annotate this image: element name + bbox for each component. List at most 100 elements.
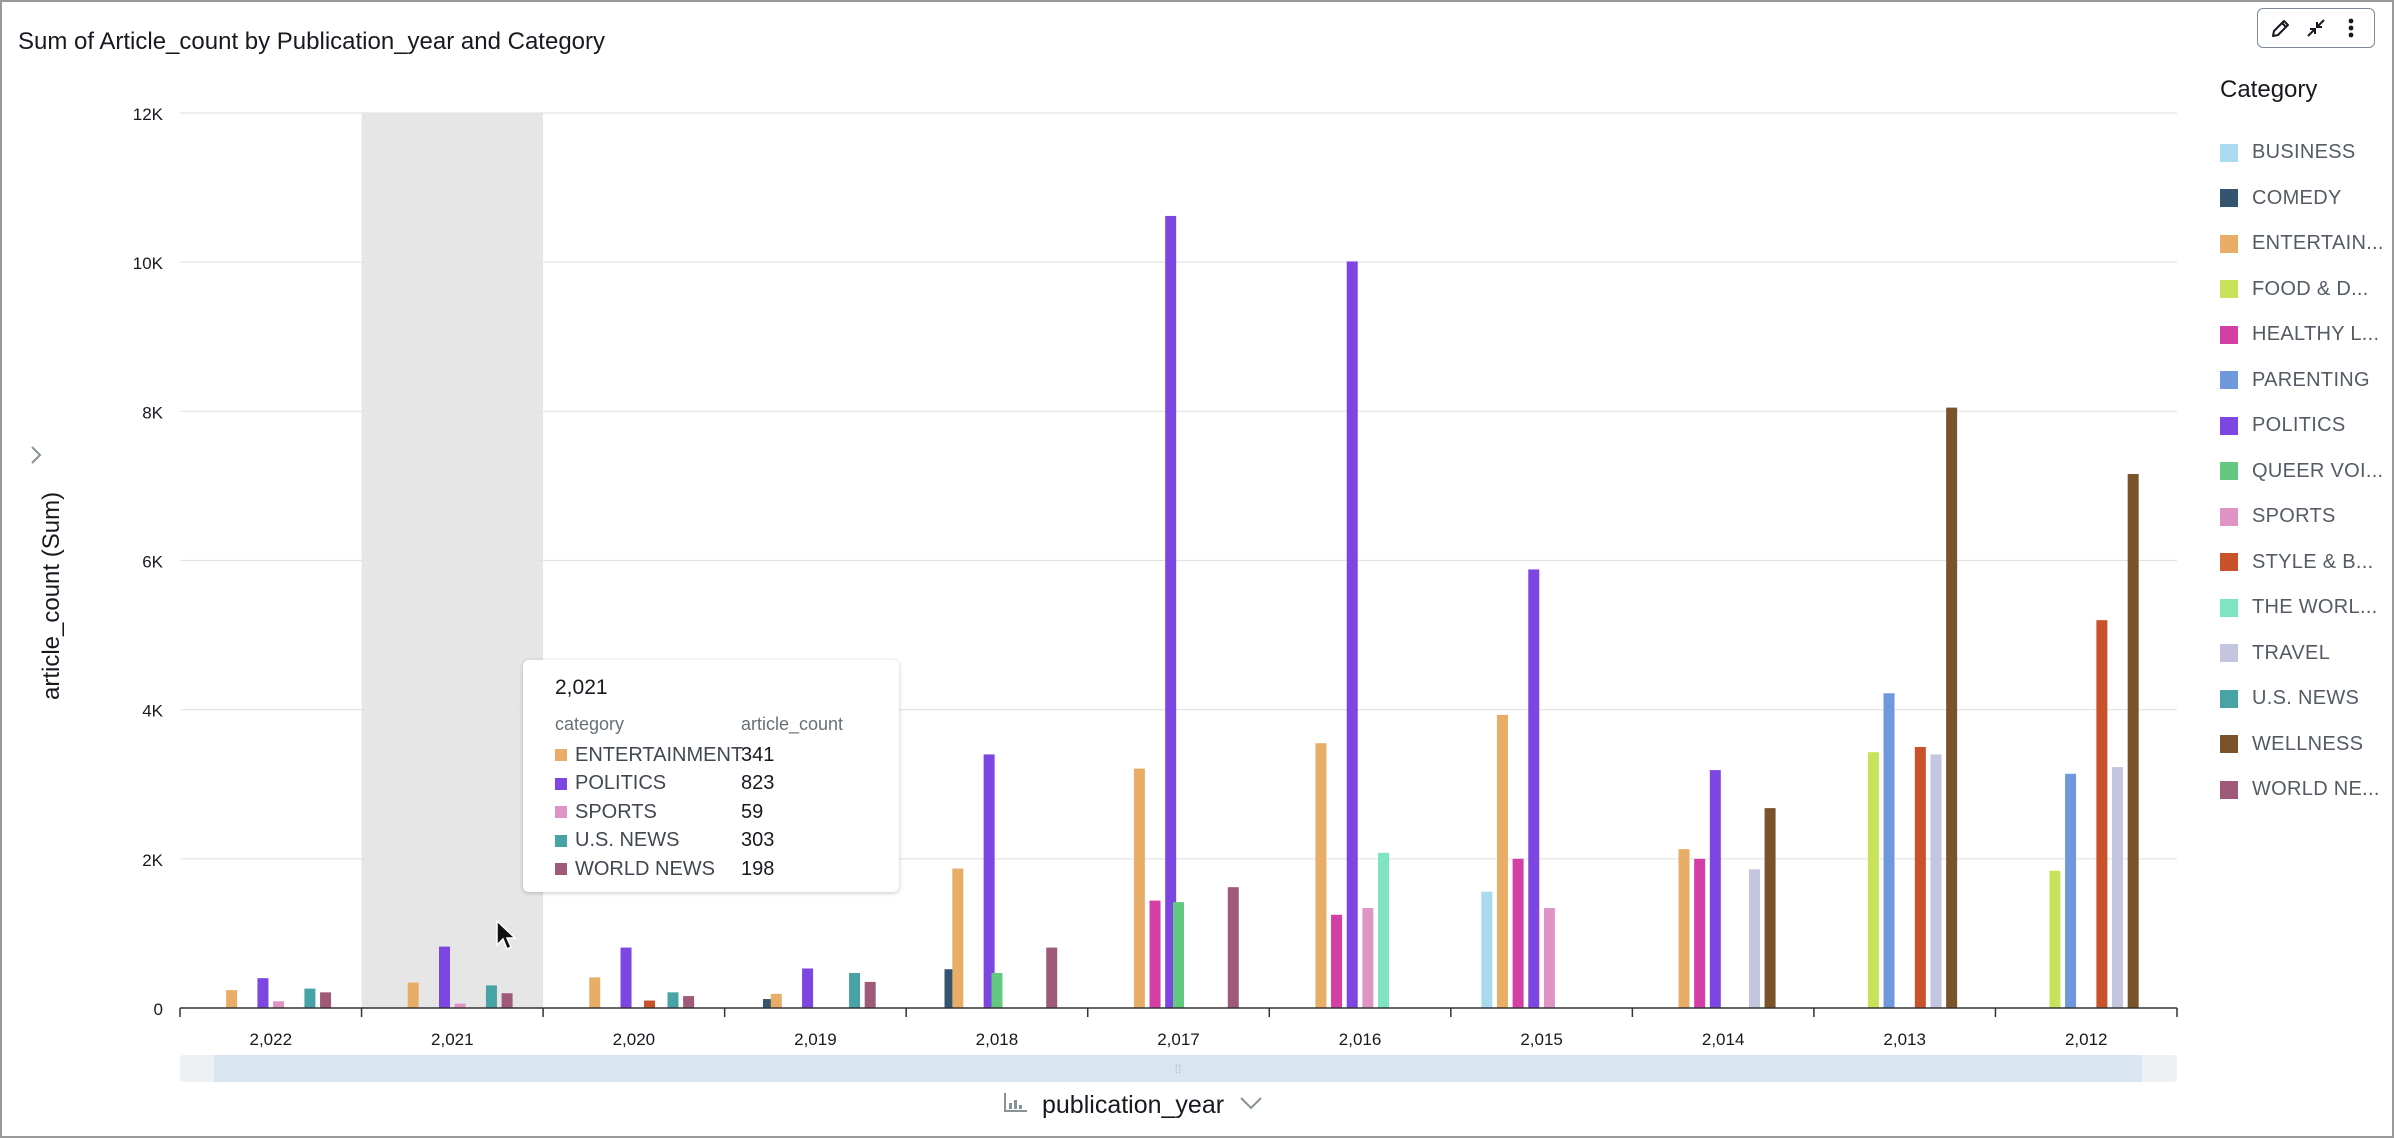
bar[interactable] (1528, 569, 1540, 1008)
x-axis-title[interactable]: publication_year (1042, 1090, 1225, 1119)
edit-icon[interactable] (2266, 13, 2296, 43)
x-tick-label[interactable]: 2,020 (613, 1030, 656, 1049)
bar[interactable] (1512, 858, 1524, 1008)
horizontal-scrollbar[interactable]: ⁞⁞ (180, 1055, 2177, 1082)
bar[interactable] (589, 977, 601, 1008)
bar[interactable] (1764, 808, 1776, 1008)
bar[interactable] (991, 972, 1003, 1008)
bar[interactable] (802, 968, 814, 1008)
x-tick-label[interactable]: 2,021 (431, 1030, 474, 1049)
legend-item[interactable]: U.S. NEWS (2220, 676, 2390, 722)
bar[interactable] (1678, 849, 1690, 1008)
bar[interactable] (273, 1001, 285, 1008)
y-axis-title[interactable]: article_count (Sum) (38, 491, 65, 700)
bar[interactable] (1914, 746, 1926, 1008)
collapse-icon[interactable] (2301, 13, 2331, 43)
bar[interactable] (257, 978, 269, 1008)
bar[interactable] (1946, 407, 1958, 1009)
bar[interactable] (667, 992, 679, 1008)
bar[interactable] (1165, 215, 1177, 1009)
x-tick-label[interactable]: 2,018 (976, 1030, 1019, 1049)
legend-label: PARENTING (2252, 368, 2370, 391)
bar[interactable] (1930, 754, 1942, 1008)
tooltip-category-label: U.S. NEWS (575, 829, 680, 852)
bar[interactable] (644, 1000, 656, 1008)
bar[interactable] (952, 868, 964, 1008)
bar[interactable] (1346, 261, 1358, 1008)
bar[interactable] (2096, 620, 2108, 1008)
bar[interactable] (1378, 852, 1390, 1008)
bar[interactable] (2049, 870, 2061, 1008)
bar[interactable] (1133, 768, 1145, 1008)
bar[interactable] (2065, 773, 2077, 1008)
x-tick-label[interactable]: 2,012 (2065, 1030, 2108, 1049)
bar[interactable] (1315, 743, 1327, 1008)
legend-item[interactable]: ENTERTAIN... (2220, 221, 2390, 267)
bar[interactable] (1046, 947, 1058, 1008)
bar[interactable] (501, 993, 513, 1008)
bar[interactable] (226, 990, 238, 1008)
bar[interactable] (1481, 891, 1493, 1008)
bar[interactable] (1543, 908, 1555, 1008)
bar[interactable] (1149, 900, 1161, 1008)
x-tick-label[interactable]: 2,017 (1157, 1030, 1200, 1049)
x-tick-label[interactable]: 2,014 (1702, 1030, 1745, 1049)
x-tick-label[interactable]: 2,013 (1883, 1030, 1926, 1049)
bar[interactable] (454, 1003, 466, 1008)
tooltip-swatch (555, 806, 567, 819)
x-tick-label[interactable]: 2,022 (249, 1030, 292, 1049)
legend-item[interactable]: COMEDY (2220, 176, 2390, 222)
legend-item[interactable]: HEALTHY L... (2220, 312, 2390, 358)
scrollbar-thumb[interactable]: ⁞⁞ (214, 1055, 2142, 1082)
tooltip-category-label: POLITICS (575, 772, 667, 795)
bar[interactable] (1227, 887, 1239, 1008)
grip-icon[interactable]: ⁞⁞ (1174, 1062, 1182, 1076)
bar[interactable] (983, 754, 995, 1008)
chevron-right-icon[interactable] (28, 444, 44, 471)
legend-item[interactable]: FOOD & D... (2220, 267, 2390, 313)
bar[interactable] (320, 992, 332, 1008)
bar[interactable] (1709, 770, 1721, 1008)
bar[interactable] (1883, 693, 1895, 1008)
legend-item[interactable]: POLITICS (2220, 403, 2390, 449)
bar[interactable] (1173, 902, 1184, 1008)
legend-item[interactable]: THE WORL... (2220, 585, 2390, 631)
legend-item[interactable]: TRAVEL (2220, 631, 2390, 677)
bar[interactable] (864, 981, 876, 1008)
bar[interactable] (944, 969, 956, 1008)
legend-item[interactable]: WELLNESS (2220, 722, 2390, 768)
bar[interactable] (438, 946, 450, 1008)
bar[interactable] (1496, 714, 1508, 1008)
legend-item[interactable]: SPORTS (2220, 494, 2390, 540)
bar[interactable] (1867, 752, 1879, 1008)
bar[interactable] (2127, 473, 2139, 1008)
x-tick-label[interactable]: 2,019 (794, 1030, 837, 1049)
legend-item[interactable]: PARENTING (2220, 358, 2390, 404)
bar[interactable] (762, 999, 774, 1008)
bar[interactable] (485, 985, 497, 1008)
x-tick-label[interactable]: 2,015 (1520, 1030, 1563, 1049)
tooltip-row-category: SPORTS (555, 801, 741, 824)
legend-item[interactable]: WORLD NE... (2220, 767, 2390, 813)
chevron-down-icon[interactable] (1238, 1095, 1264, 1116)
tooltip-row-category: POLITICS (555, 772, 741, 795)
bar[interactable] (1748, 869, 1760, 1008)
legend-swatch (2220, 780, 2238, 799)
bar[interactable] (770, 993, 782, 1008)
bar[interactable] (1362, 908, 1374, 1008)
x-tick-label[interactable]: 2,016 (1339, 1030, 1382, 1049)
more-options-icon[interactable] (2336, 13, 2366, 43)
bar[interactable] (407, 982, 419, 1008)
legend-item[interactable]: BUSINESS (2220, 130, 2390, 176)
bar[interactable] (2112, 767, 2124, 1008)
bar[interactable] (849, 972, 861, 1008)
bar[interactable] (683, 996, 695, 1008)
bar[interactable] (620, 947, 632, 1008)
bar[interactable] (1331, 914, 1343, 1008)
legend-item[interactable]: STYLE & B... (2220, 540, 2390, 586)
legend-item[interactable]: QUEER VOI... (2220, 449, 2390, 495)
tooltip-row-category: U.S. NEWS (555, 829, 741, 852)
sort-icon[interactable] (1002, 1091, 1030, 1120)
bar[interactable] (1694, 858, 1706, 1008)
bar[interactable] (304, 988, 316, 1008)
